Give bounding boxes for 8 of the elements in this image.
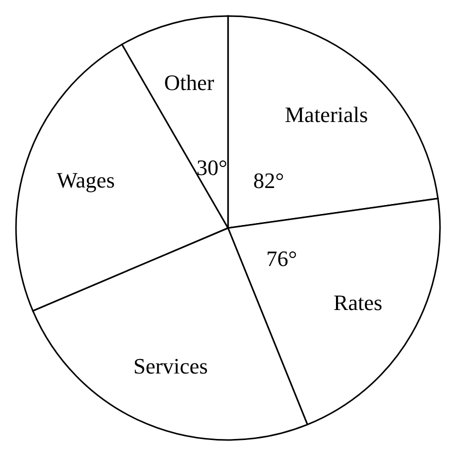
slice-label: Services (133, 354, 208, 379)
slice-label: Wages (56, 167, 115, 192)
data-label: 76° (266, 246, 298, 271)
data-label: 30° (196, 155, 228, 180)
data-label: 82° (253, 168, 284, 194)
slice-label: Rates (333, 290, 382, 315)
slice-label: Materials (284, 102, 368, 127)
slice-label: Other (164, 70, 215, 96)
